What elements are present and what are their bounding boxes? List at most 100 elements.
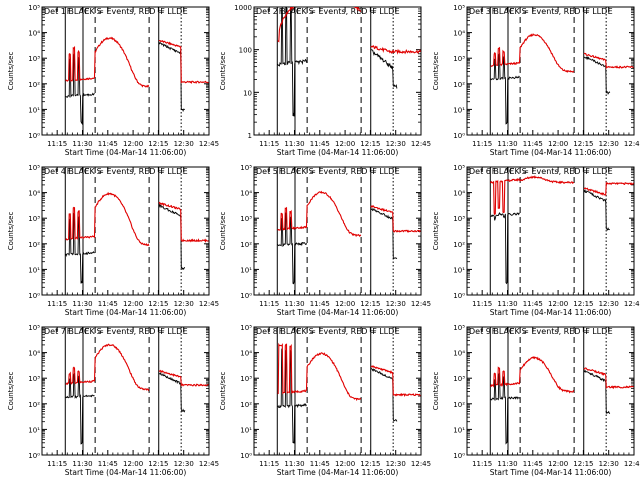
marker-label: S: [522, 167, 527, 176]
series-lld-line: [490, 175, 634, 216]
x-tick-label: 12:00: [335, 300, 355, 308]
y-tick-label: 10⁵: [240, 164, 252, 172]
marker-label: S: [309, 327, 314, 336]
marker-label: F: [67, 327, 72, 336]
y-tick-label: 10³: [240, 215, 252, 223]
y-tick-label: 10⁵: [240, 324, 252, 332]
panel-title: Det 6 BLACK = Events, RED = LLD: [469, 167, 607, 176]
series-lld-line: [277, 190, 421, 238]
x-axis-label: Start Time (04-Mar-14 11:06:00): [65, 148, 187, 157]
series-lld-line: [277, 342, 421, 402]
x-tick-label: 11:45: [98, 300, 118, 308]
x-tick-label: 12:45: [624, 300, 640, 308]
y-axis-label: Counts/sec: [7, 372, 15, 411]
panel-det-4: Det 4 BLACK = Events, RED = LLD Counts/se…: [7, 164, 219, 317]
x-tick-label: 12:15: [573, 300, 593, 308]
x-tick-label: 11:45: [310, 460, 330, 468]
x-tick-label: 12:30: [386, 140, 406, 148]
x-tick-label: 11:15: [47, 300, 67, 308]
y-tick-label: 10⁵: [28, 4, 40, 12]
y-axis-label: Counts/sec: [219, 212, 227, 251]
y-tick-label: 10⁰: [28, 292, 40, 300]
y-axis-label: Counts/sec: [219, 372, 227, 411]
x-axis-label: Start Time (04-Mar-14 11:06:00): [65, 468, 187, 477]
panel-title: Det 9 BLACK = Events, RED = LLD: [469, 327, 607, 336]
y-axis-label: Counts/sec: [7, 212, 15, 251]
series-lld-line: [277, 7, 421, 55]
y-axis-label: Counts/sec: [7, 52, 15, 91]
x-tick-label: 12:30: [386, 460, 406, 468]
y-tick-label: 10²: [453, 81, 465, 89]
series-group: [490, 175, 634, 285]
y-tick-label: 10¹: [453, 426, 465, 434]
x-tick-label: 12:00: [335, 460, 355, 468]
y-tick-label: 10³: [28, 375, 40, 383]
y-tick-label: 10³: [28, 215, 40, 223]
x-tick-label: 11:45: [523, 140, 543, 148]
marker-label: F: [67, 7, 72, 16]
x-tick-label: 11:30: [72, 140, 92, 148]
marker-label: F: [296, 327, 301, 336]
series-lld-line: [490, 356, 634, 394]
marker-label: S: [522, 7, 527, 16]
plot-frame: [41, 166, 210, 296]
x-tick-label: 12:45: [411, 300, 431, 308]
plot-frame: [253, 326, 422, 456]
marker-label: F: [509, 167, 514, 176]
series-events-line: [490, 188, 611, 285]
x-tick-label: 12:15: [360, 140, 380, 148]
y-tick-label: 10³: [453, 55, 465, 63]
x-tick-label: 12:30: [174, 300, 194, 308]
panel-title: Det 8 BLACK = Events, RED = LLD: [256, 327, 394, 336]
x-axis-label: Start Time (04-Mar-14 11:06:00): [277, 308, 399, 317]
y-tick-label: 10: [243, 89, 252, 97]
x-tick-label: 11:45: [523, 300, 543, 308]
y-tick-label: 10⁵: [453, 164, 465, 172]
x-tick-label: 11:15: [47, 460, 67, 468]
x-tick-label: 12:00: [123, 140, 143, 148]
series-lld-line: [65, 36, 209, 88]
y-tick-label: 10¹: [28, 266, 40, 274]
plot-frame: [253, 166, 422, 296]
x-tick-label: 12:30: [174, 140, 194, 148]
marker-label: E: [183, 327, 188, 336]
y-tick-label: 10³: [453, 215, 465, 223]
x-axis-label: Start Time (04-Mar-14 11:06:00): [490, 468, 612, 477]
marker-label: F: [160, 167, 165, 176]
x-tick-label: 12:45: [199, 460, 219, 468]
y-tick-label: 10²: [240, 241, 252, 249]
panel-title: Det 5 BLACK = Events, RED = LLD: [256, 167, 394, 176]
y-axis-label: Counts/sec: [432, 52, 440, 91]
plot-frame: [41, 6, 210, 136]
y-tick-label: 10³: [453, 375, 465, 383]
y-tick-label: 10⁴: [240, 350, 252, 358]
panel-det-1: Det 1 BLACK = Events, RED = LLD Counts/se…: [7, 4, 219, 157]
series-group: [277, 342, 421, 444]
x-tick-label: 12:00: [548, 300, 568, 308]
series-group: [277, 190, 421, 285]
x-tick-label: 12:15: [573, 140, 593, 148]
panel-title: Det 3 BLACK = Events, RED = LLD: [469, 7, 607, 16]
x-tick-label: 11:15: [47, 140, 67, 148]
series-events-line: [277, 207, 398, 285]
y-tick-label: 10²: [453, 241, 465, 249]
panel-det-8: Det 8 BLACK = Events, RED = LLD Counts/se…: [219, 324, 431, 477]
x-axis-label: Start Time (04-Mar-14 11:06:00): [490, 308, 612, 317]
marker-label: F: [84, 7, 89, 16]
y-tick-label: 10²: [453, 401, 465, 409]
marker-label: F: [372, 7, 377, 16]
x-tick-label: 11:30: [497, 460, 517, 468]
panel-det-2: Det 2 BLACK = Events, RED = LLD Counts/se…: [219, 4, 431, 157]
x-tick-label: 12:30: [599, 460, 619, 468]
marker-label: E: [608, 7, 613, 16]
marker-label: S: [97, 7, 102, 16]
y-axis-label: Counts/sec: [432, 212, 440, 251]
panel-title: Det 1 BLACK = Events, RED = LLD: [44, 7, 182, 16]
series-events-line: [65, 372, 186, 445]
plot-frame: [466, 166, 635, 296]
y-tick-label: 10⁴: [240, 190, 252, 198]
x-tick-label: 12:15: [573, 460, 593, 468]
panel-title: Det 7 BLACK = Events, RED = LLD: [44, 327, 182, 336]
series-group: [65, 191, 209, 284]
x-tick-label: 12:00: [123, 300, 143, 308]
